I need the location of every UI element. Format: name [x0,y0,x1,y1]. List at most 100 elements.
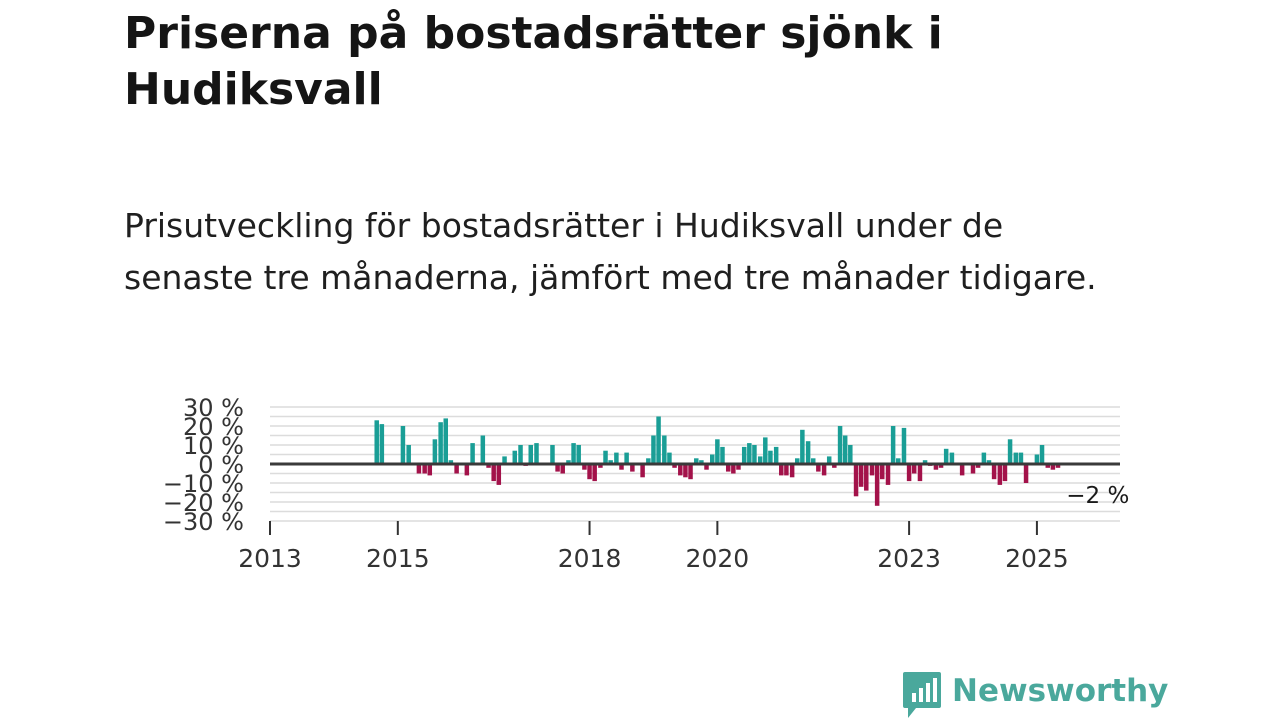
bar [534,443,539,464]
bar [975,464,981,468]
bar [491,464,496,482]
last-value-annotation: −2 % [1066,483,1129,509]
bar [779,464,784,476]
bar [773,446,779,464]
bar [624,452,629,464]
bar [630,464,635,472]
bar [518,445,523,464]
bar [895,458,901,464]
bar [448,460,454,464]
bar [981,452,987,464]
bar [810,458,816,464]
x-tick-label: 2015 [366,544,430,573]
bar [725,464,731,472]
bar [848,445,853,464]
bar [911,464,917,474]
bar [640,464,645,478]
bar [379,424,385,464]
bar [470,443,475,464]
bar [731,464,736,474]
bar [1013,452,1019,464]
bar [608,460,613,464]
bar [683,464,688,478]
bar [901,427,907,464]
bar [816,464,821,472]
y-tick-label: 20 % [183,413,244,441]
y-tick-label: −30 % [163,508,244,536]
bar [763,437,768,464]
bar [959,464,965,476]
chart-subtitle: Prisutveckling för bostadsrätter i Hudik… [124,206,1097,297]
bar [454,464,459,474]
bar [858,464,864,487]
bar-series [374,416,1061,506]
bar [795,458,800,464]
brand-logo: Newsworthy [902,668,1168,720]
bar [736,464,741,470]
bar [688,464,693,480]
bar [991,464,997,480]
bar [821,464,827,476]
bar [694,458,699,464]
bar [651,435,656,464]
bar [1050,464,1056,470]
bar [1034,454,1040,464]
bar [496,464,502,485]
grid-lines [270,406,1120,522]
bar [427,464,433,476]
bar [768,450,773,464]
bar [571,443,576,464]
bar [789,464,795,478]
bar [997,464,1003,485]
bar [432,439,438,464]
bar [614,452,619,464]
bar [906,464,912,482]
bar [528,445,534,464]
bar [853,464,859,497]
bar [805,441,811,464]
y-tick-label: −20 % [163,489,244,517]
bar [576,445,581,464]
bar [832,464,837,468]
y-tick-label: 10 % [183,432,244,460]
bar [699,460,704,464]
bar [464,464,470,476]
brand-name: Newsworthy [952,673,1169,709]
bar [667,452,672,464]
bar [800,429,805,464]
bar [502,456,507,464]
x-tick-label: 2025 [1005,544,1069,573]
bar [400,426,406,464]
bar [1039,445,1045,464]
bar [587,464,592,480]
x-tick-label: 2023 [877,544,941,573]
bar [922,460,928,464]
newsworthy-logo-icon [903,672,941,718]
bar [784,464,789,476]
y-tick-label: −10 % [163,470,244,498]
bar [374,420,379,464]
bar [938,464,944,468]
x-tick-label: 2020 [686,544,750,573]
bar [672,464,677,468]
bar [656,416,661,464]
bar [406,445,411,464]
axes [269,462,1120,535]
bar [943,448,949,464]
bar [555,464,560,472]
bar [422,464,427,474]
bar [438,422,443,464]
bar [646,458,651,464]
bar [560,464,565,474]
y-tick-label: 30 % [183,394,244,422]
bar [480,435,486,464]
bar [917,464,923,482]
bar [874,464,880,506]
x-tick-label: 2013 [238,544,302,573]
bar [949,452,955,464]
bar [715,439,720,464]
bar [662,435,667,464]
x-tick-label: 2018 [558,544,622,573]
bar [826,456,832,464]
bar [710,454,715,464]
